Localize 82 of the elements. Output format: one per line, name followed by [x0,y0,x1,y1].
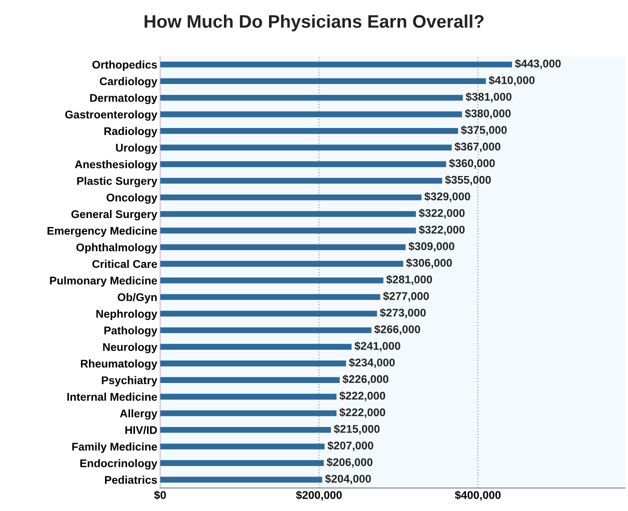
y-tick-label: Pulmonary Medicine [50,276,157,287]
bar [160,360,346,366]
data-label: $207,000 [328,441,374,452]
bar [160,194,422,200]
data-label: $381,000 [466,92,512,102]
y-tick-label: Psychiatry [102,376,158,386]
y-tick-label: Rheumatology [80,359,158,370]
y-tick-label: Radiology [104,126,158,138]
y-tick-label: Dermatology [90,94,158,104]
bar [160,278,384,284]
bar [160,161,446,168]
data-label: $410,000 [488,76,535,86]
data-label: $443,000 [514,59,561,70]
bar [160,476,322,483]
bar [160,244,406,250]
bar [160,344,352,350]
bar [160,260,404,267]
data-label: $222,000 [339,408,386,418]
y-tick-label: Emergency Medicine [48,226,157,237]
y-tick-label: Oncology [106,193,158,204]
y-tick-label: Endocrinology [80,459,158,470]
bar [160,111,462,118]
data-label: $234,000 [348,358,395,368]
data-label: $306,000 [406,258,452,268]
y-tick-label: Cardiology [100,77,158,88]
y-tick-label: Orthopedics [92,60,157,71]
data-label: $281,000 [386,275,432,286]
y-tick-label: Internal Medicine [67,392,157,401]
y-tick-label: HIV/ID [125,426,157,434]
data-label: $241,000 [354,341,400,352]
bar [160,94,463,101]
bar [160,294,380,300]
data-label: $309,000 [408,242,454,252]
data-label: $322,000 [418,225,465,236]
data-label: $322,000 [418,208,465,219]
data-label: $360,000 [449,158,495,169]
bar [160,394,336,400]
data-label: $277,000 [383,292,429,302]
y-tick-label: Ob/Gyn [118,292,157,304]
y-tick-label: Pediatrics [104,476,157,484]
bar [160,426,331,433]
data-label: $329,000 [424,192,470,202]
y-tick-label: General Surgery [71,210,158,220]
bar [160,144,452,150]
data-label: $266,000 [374,324,420,335]
bar [160,310,378,317]
bar [160,211,416,217]
bar [160,410,336,416]
bar [160,444,325,450]
y-tick-label: Plastic Surgery [77,176,158,188]
bar [160,178,442,184]
bar [160,228,416,234]
y-tick-label: Family Medicine [72,442,157,453]
bar [160,128,458,134]
y-tick-label: Gastroenterology [65,110,158,121]
data-label: $204,000 [325,474,371,484]
bar [160,377,340,383]
data-label: $215,000 [334,424,380,434]
y-tick-label: Critical Care [92,260,157,268]
y-tick-label: Anesthesiology [74,160,158,171]
x-tick-label: $400,000 [454,490,501,501]
data-label: $273,000 [380,308,426,318]
data-label: $226,000 [342,374,388,385]
data-label: $380,000 [464,108,511,119]
data-label: $222,000 [339,391,386,402]
y-tick-label: Nephrology [96,310,158,320]
bar [160,62,512,68]
data-label: $206,000 [326,458,372,468]
y-tick-label: Allergy [120,409,158,420]
data-label: $375,000 [460,126,507,136]
bar [160,327,372,334]
bar [160,78,486,84]
y-tick-label: Neurology [103,342,158,354]
data-label: $355,000 [445,175,491,186]
y-tick-label: Urology [116,144,158,154]
x-tick-label: $0 [154,490,166,500]
y-tick-label: Pathology [104,326,158,337]
chart-title: How Much Do Physicians Earn Overall? [144,14,484,32]
bar [160,460,324,466]
y-tick-label: Ophthalmology [76,243,158,254]
x-tick-label: $200,000 [296,490,342,501]
data-label: $367,000 [454,142,500,152]
